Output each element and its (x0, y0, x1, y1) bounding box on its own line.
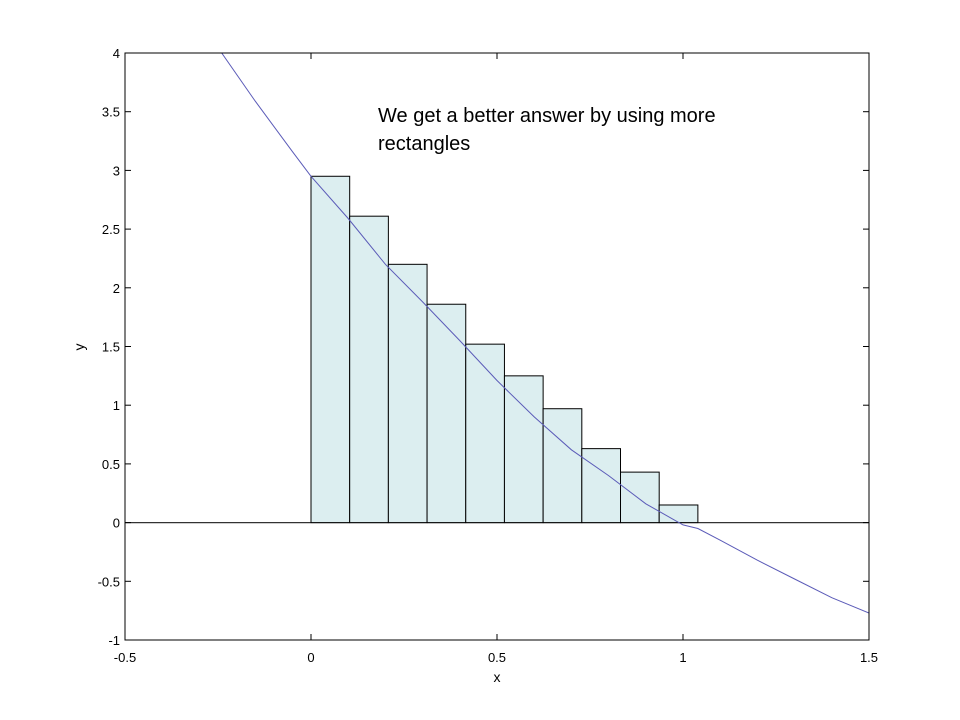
rectangle-bar (542, 408, 583, 524)
y-tick-label: 0 (113, 516, 120, 531)
y-tick-label: 1 (113, 398, 120, 413)
rectangle-bar (658, 504, 699, 524)
rectangle-bar (620, 471, 660, 524)
y-tick-label: -1 (108, 633, 120, 648)
x-axis-label: x (494, 669, 501, 685)
y-tick-label: 2.5 (102, 222, 120, 237)
x-tick-label: 0 (307, 650, 314, 665)
y-tick-label: 0.5 (102, 457, 120, 472)
rectangle-bar (310, 175, 351, 524)
function-curve (221, 53, 869, 614)
rectangle-bar (426, 303, 467, 524)
y-tick-label: -0.5 (98, 574, 120, 589)
x-tick-label: 1 (679, 650, 686, 665)
y-axis-label: y (71, 344, 87, 351)
rectangle-bar (503, 375, 544, 524)
rectangle-bar (349, 215, 389, 524)
rectangle-bar (465, 343, 505, 524)
x-tick-label: 1.5 (860, 650, 878, 665)
y-tick-label: 3 (113, 163, 120, 178)
y-tick-label: 2 (113, 281, 120, 296)
x-tick-label: -0.5 (114, 650, 136, 665)
x-tick-label: 0.5 (488, 650, 506, 665)
chart-annotation: We get a better answer by using more rec… (378, 105, 716, 155)
rectangle-bar (387, 263, 428, 524)
rectangle-bar (581, 448, 622, 524)
y-tick-label: 4 (113, 46, 120, 61)
y-tick-label: 3.5 (102, 105, 120, 120)
y-tick-label: 1.5 (102, 340, 120, 355)
